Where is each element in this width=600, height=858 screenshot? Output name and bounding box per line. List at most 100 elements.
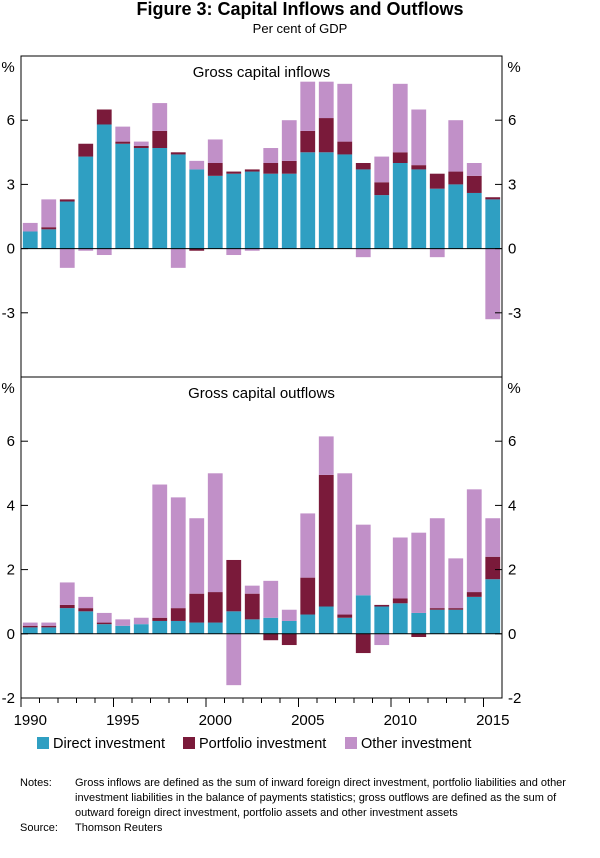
bar-portfolio-1998 [170, 608, 186, 621]
bar-portfolio-2011 [411, 165, 427, 170]
bar-direct-1995 [115, 625, 131, 634]
ytick-left-label: -2 [2, 690, 15, 707]
bar-other-2006 [318, 81, 334, 119]
bar-other-2011 [411, 109, 427, 166]
bar-other-1995 [115, 126, 131, 142]
bar-other-2003 [263, 148, 279, 163]
bar-direct-2008 [355, 169, 371, 249]
bar-portfolio-1992 [59, 604, 75, 609]
bar-direct-2002 [244, 171, 260, 249]
bar-direct-2004 [281, 173, 297, 249]
bar-other-2001 [226, 248, 242, 256]
bar-portfolio-1990 [22, 625, 38, 628]
bar-portfolio-1999 [189, 248, 205, 251]
bar-portfolio-2015 [485, 556, 501, 580]
bar-portfolio-1991 [41, 625, 57, 628]
xtick-label-2010: 2010 [384, 712, 417, 729]
notes-block: Notes: Gross inflows are defined as the … [20, 776, 590, 836]
bar-direct-2000 [207, 175, 223, 249]
bar-other-1992 [59, 248, 75, 268]
bar-other-1992 [59, 582, 75, 605]
bar-direct-2014 [466, 192, 482, 249]
bar-other-1993 [78, 596, 94, 609]
bar-portfolio-2005 [300, 577, 316, 615]
xtick-label-1995: 1995 [106, 712, 139, 729]
bar-direct-1996 [133, 148, 149, 249]
bar-direct-2007 [337, 617, 353, 634]
legend-swatch-direct [37, 737, 49, 749]
panel-title: Gross capital outflows [188, 385, 335, 402]
bar-other-2015 [485, 518, 501, 557]
notes-label: Notes: [20, 777, 52, 789]
bar-portfolio-2006 [318, 118, 334, 153]
y-unit-left: % [1, 380, 14, 397]
bar-direct-1992 [59, 201, 75, 249]
bar-other-1996 [133, 141, 149, 146]
notes-text: Gross inflows are defined as the sum of … [75, 777, 566, 819]
bar-direct-1993 [78, 611, 94, 634]
bar-other-1990 [22, 222, 38, 232]
bar-other-2009 [374, 633, 390, 646]
bar-portfolio-2003 [263, 633, 279, 641]
bar-direct-2009 [374, 195, 390, 249]
bar-other-2008 [355, 524, 371, 596]
bar-portfolio-1999 [189, 593, 205, 623]
chart-panel-1: -3 -3 0 0 3 3 6 6% % Gross capital inflows [1, 59, 521, 322]
bar-direct-2001 [226, 173, 242, 249]
bar-direct-2009 [374, 606, 390, 634]
bar-portfolio-2000 [207, 163, 223, 176]
bar-direct-1994 [96, 124, 112, 249]
bar-portfolio-2006 [318, 474, 334, 607]
bar-direct-1990 [22, 231, 38, 249]
bar-direct-1996 [133, 624, 149, 634]
ytick-left-label: 6 [7, 112, 15, 129]
source-row: Source: Thomson Reuters [20, 821, 590, 836]
bar-direct-1998 [170, 620, 186, 634]
bar-portfolio-2004 [281, 160, 297, 174]
bar-direct-2006 [318, 606, 334, 634]
ytick-right-label: -2 [508, 690, 521, 707]
bar-other-2012 [429, 248, 445, 258]
bar-portfolio-2013 [448, 608, 464, 610]
bar-other-1991 [41, 199, 57, 228]
bar-other-1994 [96, 612, 112, 623]
bar-portfolio-1994 [96, 109, 112, 125]
bar-portfolio-2001 [226, 171, 242, 174]
bar-portfolio-1993 [78, 143, 94, 157]
bar-portfolio-2014 [466, 175, 482, 193]
bar-direct-2010 [392, 163, 408, 249]
bar-portfolio-1993 [78, 608, 94, 612]
bar-direct-1997 [152, 620, 168, 634]
bar-other-2000 [207, 139, 223, 163]
ytick-right-label: 0 [508, 626, 516, 643]
bar-other-1999 [189, 518, 205, 594]
bar-other-2002 [244, 248, 260, 251]
bar-direct-2002 [244, 619, 260, 634]
bar-other-2006 [318, 436, 334, 475]
bar-other-2012 [429, 518, 445, 609]
bar-direct-2013 [448, 609, 464, 634]
bar-portfolio-1998 [170, 152, 186, 155]
bar-portfolio-2009 [374, 182, 390, 196]
bar-direct-2003 [263, 617, 279, 634]
bar-other-2015 [485, 248, 501, 320]
bar-direct-2010 [392, 603, 408, 634]
bar-other-2005 [300, 513, 316, 578]
bar-direct-2001 [226, 611, 242, 634]
legend-swatch-portfolio [183, 737, 195, 749]
legend-label-other: Other investment [361, 736, 471, 752]
bar-direct-2015 [485, 199, 501, 249]
ytick-right-label: 0 [508, 241, 516, 258]
bar-direct-2014 [466, 596, 482, 634]
bar-other-2004 [281, 120, 297, 161]
bar-other-2007 [337, 473, 353, 615]
legend-swatch-other [345, 737, 357, 749]
bar-other-1998 [170, 497, 186, 609]
bar-other-1999 [189, 160, 205, 170]
bar-portfolio-2003 [263, 163, 279, 174]
bar-portfolio-1996 [133, 145, 149, 149]
bar-portfolio-2014 [466, 592, 482, 597]
bar-direct-2008 [355, 595, 371, 634]
ytick-left-label: 4 [7, 497, 15, 514]
bar-direct-1991 [41, 627, 57, 634]
